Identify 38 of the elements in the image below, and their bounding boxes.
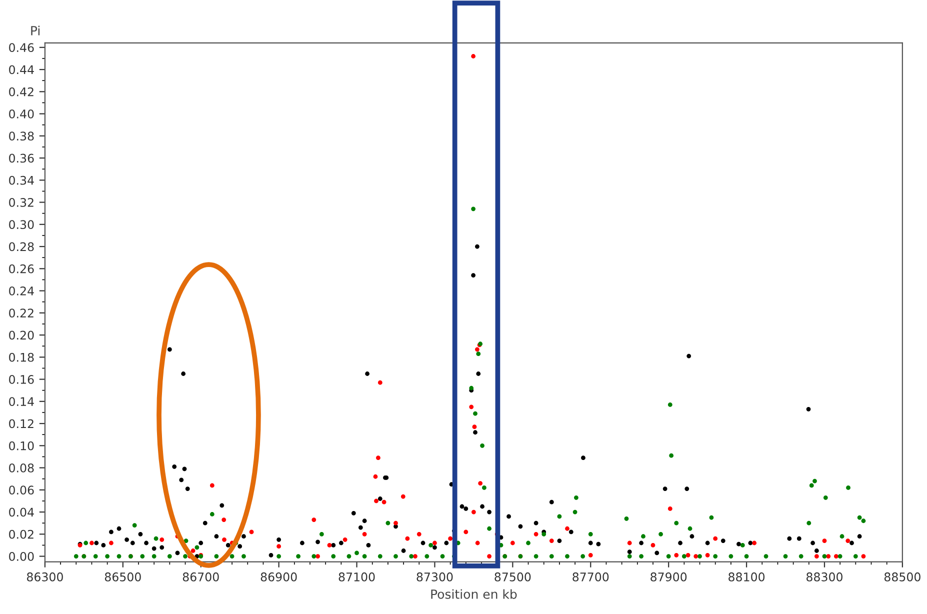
y-tick-label: 0.18 (9, 352, 34, 362)
y-tick-label: 0.02 (9, 530, 34, 539)
y-tick-label: 0.30 (9, 220, 34, 230)
x-tick-label: 86500 (104, 572, 141, 582)
y-tick-label: 0.06 (9, 486, 34, 495)
y-tick-label: 0.46 (9, 43, 34, 52)
y-tick-label: 0.12 (9, 419, 34, 428)
x-tick-label: 87900 (650, 572, 687, 582)
y-tick-label: 0.40 (9, 110, 34, 118)
x-tick-label: 87500 (494, 572, 531, 582)
y-tick-label: 0.22 (9, 308, 34, 318)
y-tick-label: 0.16 (9, 375, 34, 384)
y-tick-label: 0.26 (9, 264, 34, 274)
x-tick-label: 88100 (728, 572, 765, 582)
x-tick-label: 88500 (884, 572, 920, 582)
y-tick-label: 0.08 (9, 464, 34, 472)
y-tick-label: 0.10 (9, 441, 34, 450)
y-tick-label: 0.14 (9, 397, 34, 406)
x-tick-label: 88300 (806, 572, 842, 582)
y-tick-label: 0.24 (9, 286, 34, 296)
x-tick-label: 87700 (572, 572, 609, 582)
y-tick-label: 0.38 (9, 132, 34, 141)
y-tick-label: 0.00 (9, 552, 34, 561)
x-tick-label: 86900 (260, 572, 297, 582)
y-tick-label: 0.20 (9, 330, 34, 340)
x-tick-label: 87300 (416, 572, 453, 582)
y-tick-label: 0.28 (9, 242, 34, 252)
x-tick-label: 86700 (182, 572, 219, 582)
y-tick-label: 0.36 (9, 154, 34, 163)
x-tick-label: 87100 (338, 572, 375, 582)
x-tick-label: 86300 (26, 572, 63, 582)
y-tick-label: 0.44 (9, 65, 34, 74)
x-axis-title: Position en kb (431, 589, 517, 599)
y-axis-title: Pi (31, 26, 40, 36)
y-tick-label: 0.32 (9, 198, 34, 207)
y-tick-label: 0.04 (9, 508, 34, 517)
y-tick-label: 0.34 (9, 176, 34, 185)
y-tick-label: 0.42 (9, 87, 34, 96)
